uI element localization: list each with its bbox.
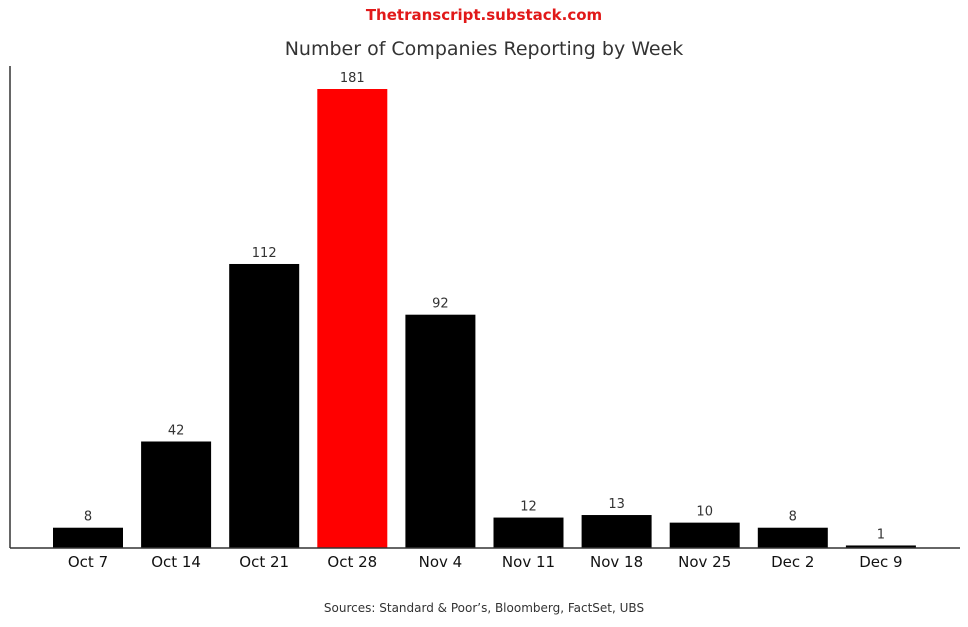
bar-dec-9 — [845, 545, 916, 548]
x-tick-label-oct-21: Oct 21 — [239, 553, 289, 571]
x-tick-label-nov-25: Nov 25 — [678, 553, 731, 571]
chart-title: Number of Companies Reporting by Week — [284, 38, 684, 60]
x-tick-label-oct-7: Oct 7 — [68, 553, 108, 571]
source-note: Sources: Standard & Poor’s, Bloomberg, F… — [323, 601, 645, 615]
value-labels-group: 8 42 112 181 92 12 13 10 8 1 — [84, 71, 885, 542]
x-tick-label-dec-9: Dec 9 — [859, 553, 902, 571]
bar-oct-14 — [141, 441, 212, 548]
bar-oct-7 — [53, 527, 123, 548]
bar-nov-11 — [493, 517, 564, 548]
bar-oct-28 — [317, 89, 388, 548]
x-tick-label-nov-11: Nov 11 — [502, 553, 555, 571]
watermark-text: Thetranscript.substack.com — [365, 6, 603, 24]
x-tick-label-oct-14: Oct 14 — [151, 553, 201, 571]
value-label-oct-28: 181 — [340, 71, 365, 86]
x-tick-label-nov-4: Nov 4 — [419, 553, 463, 571]
x-tick-label-nov-18: Nov 18 — [590, 553, 643, 571]
value-label-dec-2: 8 — [789, 510, 797, 525]
bar-nov-25 — [669, 522, 740, 548]
x-tick-labels-group: Oct 7 Oct 14 Oct 21 Oct 28 Nov 4 Nov 11 Nov 18… — [68, 553, 903, 571]
value-label-nov-25: 10 — [696, 505, 713, 520]
x-tick-label-oct-28: Oct 28 — [327, 553, 377, 571]
bars-group — [53, 89, 916, 548]
value-label-oct-14: 42 — [168, 423, 185, 438]
value-label-oct-7: 8 — [84, 510, 92, 525]
value-label-oct-21: 112 — [252, 246, 277, 261]
value-label-nov-18: 13 — [608, 497, 625, 512]
bar-dec-2 — [757, 527, 828, 548]
value-label-nov-4: 92 — [432, 297, 449, 312]
bar-nov-18 — [581, 515, 652, 548]
value-label-dec-9: 1 — [877, 527, 885, 542]
x-tick-label-dec-2: Dec 2 — [771, 553, 814, 571]
value-label-nov-11: 12 — [520, 500, 537, 515]
bar-nov-4 — [405, 314, 476, 548]
bar-oct-21 — [229, 263, 300, 548]
